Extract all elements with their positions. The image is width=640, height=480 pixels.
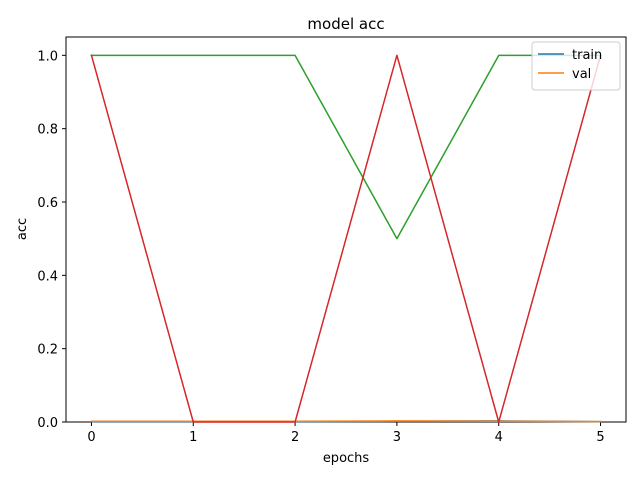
series-line-unlabeled-2 (90, 54, 602, 240)
y-axis: 0.0 0.2 0.4 0.6 0.8 1.0 (37, 49, 66, 431)
legend-label-val: val (572, 67, 591, 82)
x-tick-label: 2 (291, 430, 299, 445)
series-line-unlabeled-3 (90, 54, 602, 423)
y-axis-label: acc (15, 218, 30, 240)
x-tick-label: 4 (495, 430, 503, 445)
x-axis-label: epochs (323, 451, 370, 466)
y-tick-label: 0.4 (37, 269, 58, 284)
x-tick-label: 0 (87, 430, 95, 445)
y-tick-label: 1.0 (37, 49, 58, 64)
x-tick-label: 3 (393, 430, 401, 445)
y-tick-label: 0.0 (37, 416, 58, 431)
x-tick-label: 1 (189, 430, 197, 445)
legend: train val (531, 41, 621, 91)
y-tick-label: 0.2 (37, 343, 58, 358)
series-layer (90, 54, 602, 423)
x-tick-label: 5 (596, 430, 604, 445)
chart-title: model acc (307, 15, 384, 33)
series-line-val (90, 420, 602, 423)
y-tick-label: 0.8 (37, 123, 58, 138)
x-axis: 0 1 2 3 4 5 (87, 422, 605, 445)
y-tick-label: 0.6 (37, 196, 58, 211)
legend-label-train: train (572, 48, 602, 63)
